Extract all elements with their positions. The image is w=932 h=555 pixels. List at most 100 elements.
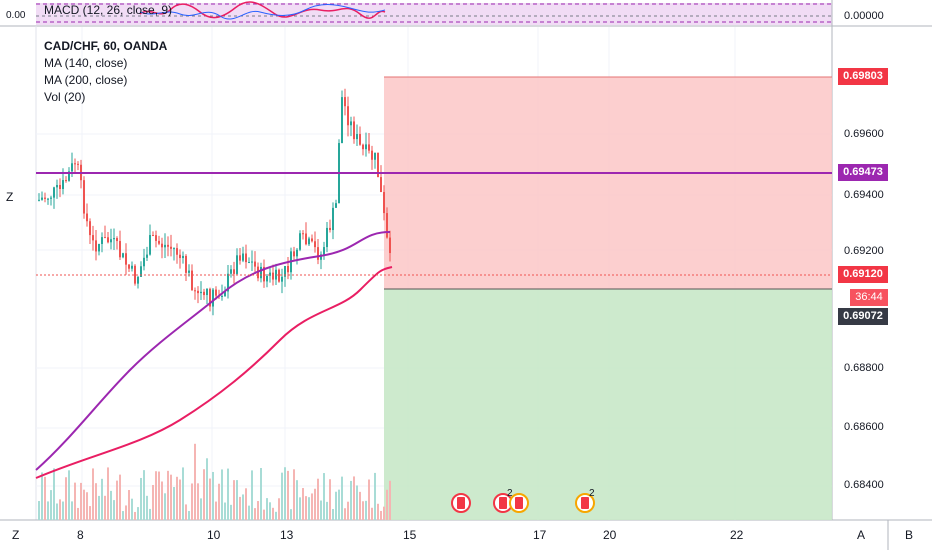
price-tick: 0.68400 xyxy=(844,479,884,491)
volume-bar xyxy=(173,487,175,520)
candle-body xyxy=(74,163,76,165)
date-tick: 10 xyxy=(207,528,221,542)
candle-body xyxy=(107,237,109,243)
volume-bar xyxy=(236,480,238,520)
candle-body xyxy=(248,261,250,263)
volume-bar xyxy=(314,488,316,520)
volume-bar xyxy=(83,489,85,520)
candle-body xyxy=(263,266,265,282)
volume-bar xyxy=(326,501,328,520)
candle-body xyxy=(206,288,208,296)
volume-bar xyxy=(263,509,265,520)
volume-bar xyxy=(170,474,172,520)
candle-body xyxy=(332,207,334,231)
volume-bar xyxy=(203,469,205,520)
candle-body xyxy=(131,265,133,269)
volume-bar xyxy=(251,470,253,520)
volume-bar xyxy=(200,498,202,520)
volume-bar xyxy=(362,501,364,520)
candle-body xyxy=(155,235,157,241)
volume-bar xyxy=(101,478,103,520)
candle-body xyxy=(284,266,286,277)
symbol-title[interactable]: CAD/CHF, 60, OANDA xyxy=(44,39,168,53)
volume-bar xyxy=(143,470,145,520)
candle-body xyxy=(149,235,151,255)
volume-bar xyxy=(335,491,337,520)
volume-bar xyxy=(299,497,301,520)
candle-body xyxy=(101,237,103,244)
macd-indicator-label[interactable]: MACD (12, 26, close, 9) xyxy=(44,3,173,17)
profit-target-zone[interactable] xyxy=(384,289,832,520)
volume-bar xyxy=(122,511,124,520)
date-tick: 20 xyxy=(603,528,617,542)
volume-bar xyxy=(68,470,70,520)
volume-bar xyxy=(77,507,79,520)
date-tick: 13 xyxy=(280,528,294,542)
candle-body xyxy=(89,221,91,236)
economic-event-icon-ch[interactable] xyxy=(509,493,529,513)
candle-body xyxy=(356,134,358,140)
stop-loss-zone[interactable] xyxy=(384,77,832,289)
volume-bar xyxy=(110,490,112,520)
volume-bar xyxy=(302,488,304,520)
candle-body xyxy=(389,237,391,254)
volume-bar xyxy=(233,480,235,520)
zoom-toggle-bottom[interactable]: Z xyxy=(12,528,20,542)
volume-legend[interactable]: Vol (20) xyxy=(44,90,86,104)
auto-scale-button[interactable]: A xyxy=(857,528,866,542)
economic-event-icon-ca-3[interactable] xyxy=(575,493,595,513)
volume-bar xyxy=(239,496,241,520)
volume-bar xyxy=(131,498,133,520)
volume-bar xyxy=(65,477,67,520)
candle-body xyxy=(350,121,352,126)
candle-body xyxy=(140,266,142,277)
candle-body xyxy=(302,233,304,235)
candle-body xyxy=(71,163,73,172)
candle-body xyxy=(125,253,127,265)
candle-body xyxy=(377,152,379,178)
candle-body xyxy=(167,244,169,247)
volume-bar xyxy=(254,508,256,520)
volume-bar xyxy=(59,499,61,520)
volume-bar xyxy=(56,503,58,520)
candle-body xyxy=(386,213,388,238)
candle-body xyxy=(281,276,283,282)
candle-body xyxy=(230,269,232,274)
candle-body xyxy=(371,150,373,160)
candle-body xyxy=(95,240,97,252)
volume-bar xyxy=(152,484,154,520)
volume-bar xyxy=(86,492,88,520)
ma-200-legend[interactable]: MA (200, close) xyxy=(44,73,128,87)
volume-bar xyxy=(38,501,40,520)
candle-body xyxy=(203,291,205,296)
candle-body xyxy=(182,255,184,259)
ma-140-legend[interactable]: MA (140, close) xyxy=(44,56,128,70)
candle-body xyxy=(236,255,238,274)
candle-body xyxy=(41,197,43,200)
macd-left-value: 0.00 xyxy=(6,10,26,21)
economic-event-icon-ca-1[interactable] xyxy=(451,493,471,513)
bar-countdown-tag: 36:44 xyxy=(850,289,888,306)
volume-bar xyxy=(317,478,319,520)
candle-body xyxy=(221,295,223,297)
volume-bar xyxy=(386,489,388,520)
candle-body xyxy=(152,235,154,237)
chart-legend[interactable]: CAD/CHF, 60, OANDA MA (140, close) MA (2… xyxy=(44,38,167,106)
volume-bar xyxy=(128,490,130,520)
candle-body xyxy=(176,248,178,255)
volume-bar xyxy=(353,476,355,520)
candle-body xyxy=(47,198,49,200)
candle-body xyxy=(68,171,70,181)
zoom-toggle-left[interactable]: Z xyxy=(6,190,14,204)
candle-body xyxy=(224,291,226,296)
volume-bar xyxy=(188,511,190,520)
volume-bar xyxy=(284,467,286,520)
log-scale-button[interactable]: B xyxy=(905,528,914,542)
volume-bars xyxy=(38,443,391,520)
volume-bar xyxy=(221,469,223,520)
volume-bar xyxy=(269,502,271,520)
candle-body xyxy=(359,134,361,145)
volume-bar xyxy=(89,506,91,520)
